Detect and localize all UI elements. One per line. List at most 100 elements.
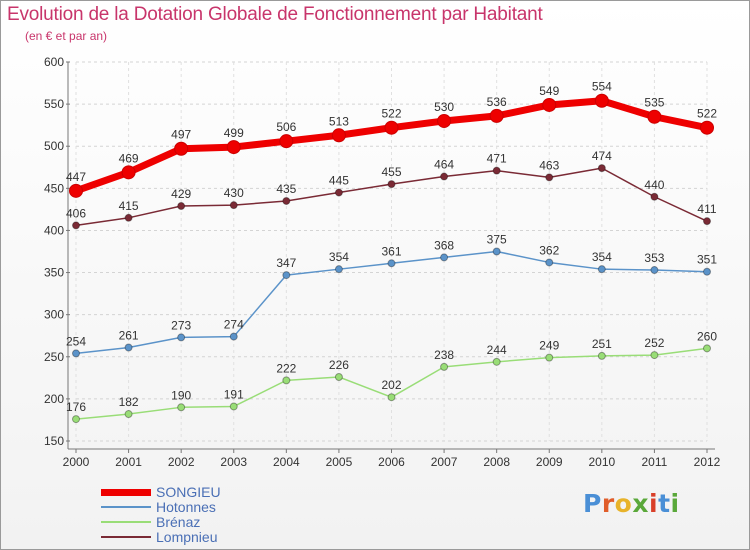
data-point xyxy=(650,192,659,201)
logo-letter: o xyxy=(614,489,633,518)
data-point xyxy=(440,253,449,262)
data-label: 440 xyxy=(644,178,664,192)
data-label: 182 xyxy=(119,395,139,409)
x-tick-label: 2004 xyxy=(273,455,300,469)
y-tick-label: 400 xyxy=(44,223,64,237)
x-tick-label: 2006 xyxy=(378,455,405,469)
data-label: 447 xyxy=(66,170,86,184)
data-point xyxy=(387,259,396,268)
data-point xyxy=(229,402,238,411)
data-label: 261 xyxy=(119,329,139,343)
data-label: 361 xyxy=(381,244,401,258)
logo-letter: t xyxy=(658,489,671,518)
x-tick-label: 2008 xyxy=(483,455,510,469)
x-tick-label: 2003 xyxy=(220,455,247,469)
data-point xyxy=(594,93,609,108)
data-point xyxy=(226,140,241,155)
data-point xyxy=(440,172,449,181)
x-tick-label: 2007 xyxy=(431,455,458,469)
legend-label: Lompnieu xyxy=(156,529,218,545)
data-point xyxy=(545,258,554,267)
data-point xyxy=(437,113,452,128)
legend-swatch xyxy=(101,489,151,496)
data-label: 190 xyxy=(171,388,191,402)
data-point xyxy=(650,351,659,360)
data-point xyxy=(69,183,83,198)
legend-label: Hotonnes xyxy=(156,499,216,515)
data-point xyxy=(597,351,606,360)
data-point xyxy=(334,372,343,381)
y-tick-label: 600 xyxy=(44,55,64,69)
legend-label: Brénaz xyxy=(156,514,201,530)
logo-letter: r xyxy=(601,489,615,518)
data-label: 554 xyxy=(592,80,612,94)
data-point xyxy=(124,213,133,222)
data-point xyxy=(597,164,606,173)
data-point xyxy=(72,349,80,358)
data-point xyxy=(650,266,659,275)
data-label: 522 xyxy=(381,107,401,121)
y-tick-label: 300 xyxy=(44,308,64,322)
data-label: 499 xyxy=(224,126,244,140)
data-point xyxy=(124,343,133,352)
legend-swatch xyxy=(101,536,151,538)
data-point xyxy=(282,271,291,280)
data-label: 238 xyxy=(434,348,454,362)
y-tick-label: 450 xyxy=(44,181,64,195)
data-point xyxy=(334,188,343,197)
data-point xyxy=(703,344,711,353)
data-point xyxy=(121,165,136,180)
data-label: 251 xyxy=(592,337,612,351)
y-tick-label: 500 xyxy=(44,139,64,153)
data-label: 354 xyxy=(329,250,349,264)
chart-subtitle: (en € et par an) xyxy=(25,29,108,43)
data-label: 347 xyxy=(276,256,296,270)
y-tick-label: 550 xyxy=(44,97,64,111)
data-label: 530 xyxy=(434,100,454,114)
logo-letter: x xyxy=(632,489,649,518)
data-label: 522 xyxy=(697,107,717,121)
data-label: 455 xyxy=(381,165,401,179)
data-label: 513 xyxy=(329,114,349,128)
data-label: 252 xyxy=(644,336,664,350)
data-label: 536 xyxy=(487,95,507,109)
data-point xyxy=(282,196,291,205)
data-label: 274 xyxy=(224,318,244,332)
x-tick-label: 2000 xyxy=(63,455,90,469)
data-label: 415 xyxy=(119,199,139,213)
data-point xyxy=(492,166,501,175)
data-label: 249 xyxy=(539,339,559,353)
x-tick-label: 2010 xyxy=(588,455,615,469)
data-label: 497 xyxy=(171,128,191,142)
data-label: 464 xyxy=(434,158,454,172)
data-label: 430 xyxy=(224,186,244,200)
data-point xyxy=(703,267,711,276)
logo-letter: i xyxy=(670,489,680,518)
data-label: 176 xyxy=(66,400,86,414)
data-point xyxy=(440,362,449,371)
y-tick-label: 200 xyxy=(44,392,64,406)
data-point xyxy=(177,403,186,412)
data-label: 469 xyxy=(119,151,139,165)
legend-label: SONGIEU xyxy=(156,484,221,500)
data-label: 463 xyxy=(539,158,559,172)
legend-swatch xyxy=(101,521,151,523)
data-point xyxy=(492,357,501,366)
logo-letter: i xyxy=(649,489,659,518)
data-point xyxy=(72,415,80,424)
data-point xyxy=(597,265,606,274)
data-point xyxy=(279,134,294,149)
data-label: 362 xyxy=(539,243,559,257)
x-tick-label: 2011 xyxy=(642,455,668,469)
data-label: 411 xyxy=(697,202,716,216)
logo-letter: P xyxy=(583,489,602,518)
data-label: 474 xyxy=(592,149,612,163)
data-point xyxy=(229,201,238,210)
data-label: 254 xyxy=(66,334,86,348)
data-point xyxy=(331,128,346,143)
data-point xyxy=(177,202,186,211)
data-point xyxy=(387,180,396,189)
data-label: 202 xyxy=(381,378,401,392)
